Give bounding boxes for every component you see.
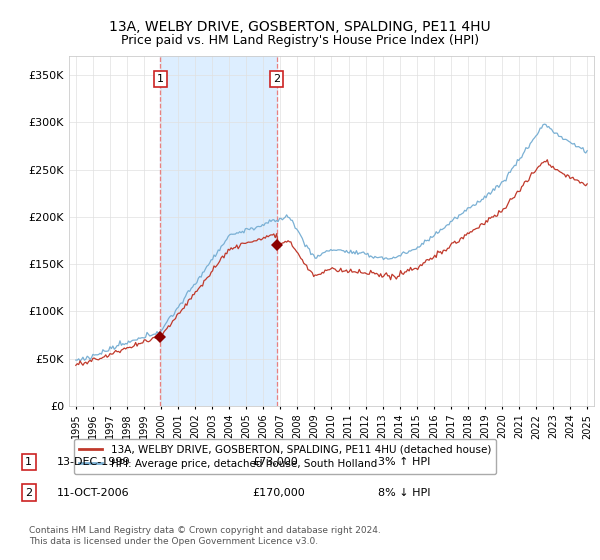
Text: Price paid vs. HM Land Registry's House Price Index (HPI): Price paid vs. HM Land Registry's House …	[121, 34, 479, 46]
Text: £170,000: £170,000	[252, 488, 305, 498]
Text: 2: 2	[25, 488, 32, 498]
Text: £73,000: £73,000	[252, 457, 298, 467]
Legend: 13A, WELBY DRIVE, GOSBERTON, SPALDING, PE11 4HU (detached house), HPI: Average p: 13A, WELBY DRIVE, GOSBERTON, SPALDING, P…	[74, 439, 496, 474]
Bar	[160, 56, 277, 406]
Text: 1: 1	[25, 457, 32, 467]
Text: 8% ↓ HPI: 8% ↓ HPI	[378, 488, 431, 498]
Text: 1: 1	[157, 74, 164, 84]
Text: 13-DEC-1999: 13-DEC-1999	[57, 457, 131, 467]
Text: 3% ↑ HPI: 3% ↑ HPI	[378, 457, 430, 467]
Text: 13A, WELBY DRIVE, GOSBERTON, SPALDING, PE11 4HU: 13A, WELBY DRIVE, GOSBERTON, SPALDING, P…	[109, 20, 491, 34]
Text: 2: 2	[273, 74, 280, 84]
Text: 11-OCT-2006: 11-OCT-2006	[57, 488, 130, 498]
Text: Contains HM Land Registry data © Crown copyright and database right 2024.
This d: Contains HM Land Registry data © Crown c…	[29, 526, 380, 546]
